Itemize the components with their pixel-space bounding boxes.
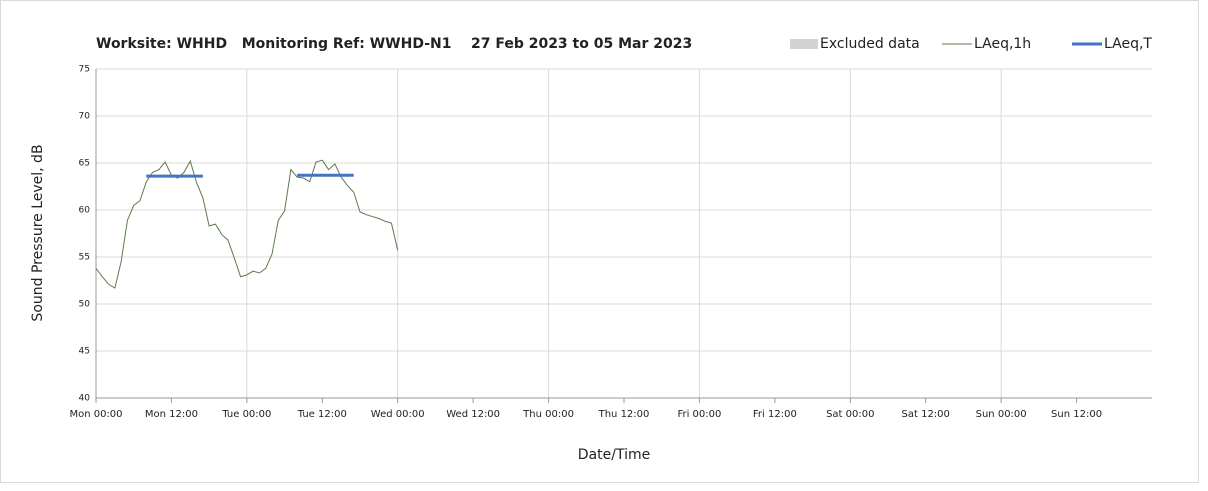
x-tick-label: Fri 12:00: [753, 409, 797, 420]
x-axis-title: Date/Time: [578, 447, 650, 463]
x-tick-label: Fri 00:00: [677, 409, 721, 420]
chart-title: Worksite: WHHD Monitoring Ref: WWHD-N1 2…: [96, 36, 692, 52]
y-tick-label: 70: [79, 112, 91, 122]
y-tick-label: 75: [79, 65, 90, 75]
x-tick-label: Sun 12:00: [1051, 409, 1102, 420]
legend-label: LAeq,T: [1104, 36, 1152, 52]
y-tick-label: 50: [79, 300, 91, 310]
x-tick-label: Tue 00:00: [221, 409, 271, 420]
legend-label: Excluded data: [820, 36, 920, 52]
legend-swatch: [790, 39, 818, 49]
y-tick-label: 65: [79, 159, 90, 169]
x-tick-label: Thu 12:00: [598, 409, 650, 420]
x-tick-label: Wed 00:00: [371, 409, 425, 420]
y-tick-label: 55: [79, 253, 90, 263]
x-tick-label: Sun 00:00: [976, 409, 1027, 420]
x-tick-label: Wed 12:00: [446, 409, 500, 420]
y-axis-title: Sound Pressure Level, dB: [30, 144, 46, 321]
x-tick-label: Tue 12:00: [297, 409, 347, 420]
series-line: [146, 173, 354, 178]
x-tick-label: Sat 00:00: [826, 409, 874, 420]
x-tick-label: Mon 00:00: [69, 409, 122, 420]
x-tick-label: Thu 00:00: [522, 409, 574, 420]
series-line: [95, 159, 399, 289]
x-tick-label: Sat 12:00: [902, 409, 950, 420]
chart-frame: [0, 0, 1199, 483]
y-tick-label: 60: [79, 206, 91, 216]
y-tick-label: 40: [79, 394, 91, 404]
y-tick-label: 45: [79, 347, 90, 357]
legend-label: LAeq,1h: [974, 36, 1031, 52]
x-tick-label: Mon 12:00: [145, 409, 198, 420]
